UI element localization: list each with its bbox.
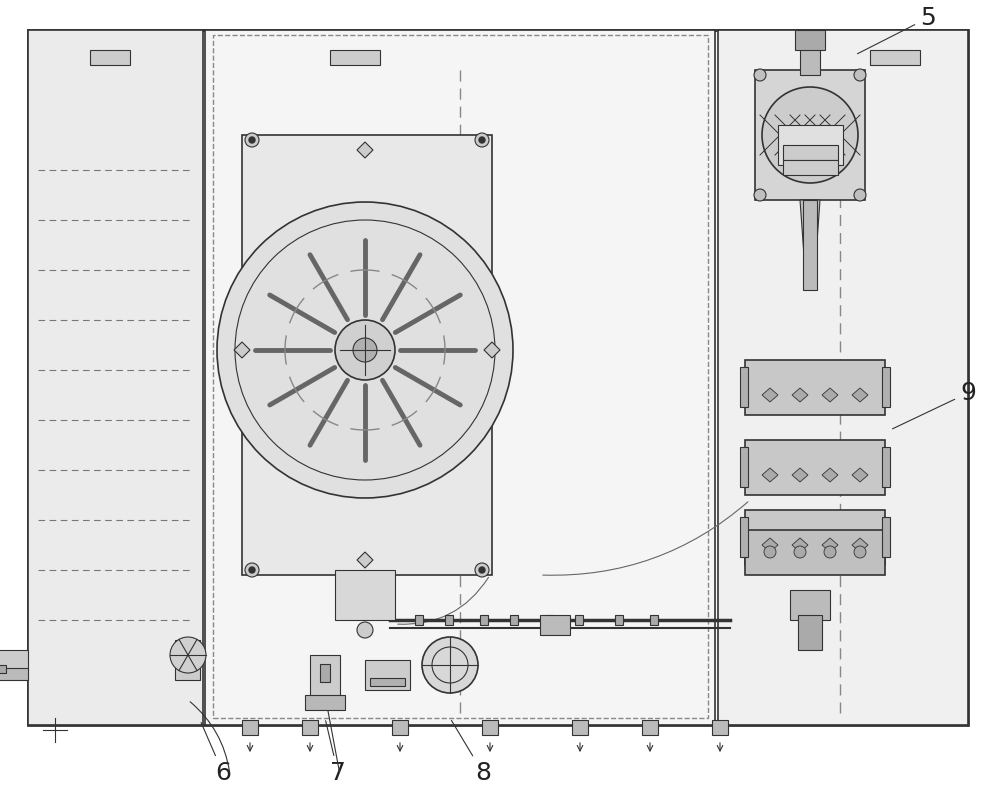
Polygon shape xyxy=(762,388,778,402)
Circle shape xyxy=(475,133,489,147)
Bar xyxy=(310,655,340,700)
Bar xyxy=(745,360,885,415)
Bar xyxy=(755,70,865,200)
Bar xyxy=(650,615,658,625)
Text: 8: 8 xyxy=(451,720,491,785)
Bar xyxy=(335,570,395,620)
Circle shape xyxy=(754,189,766,201)
Bar xyxy=(745,510,885,565)
Bar xyxy=(740,517,748,557)
Text: 6: 6 xyxy=(201,723,231,785)
Circle shape xyxy=(170,637,206,673)
Circle shape xyxy=(824,546,836,558)
Polygon shape xyxy=(762,538,778,552)
Bar xyxy=(330,50,380,65)
Polygon shape xyxy=(822,468,838,482)
Bar xyxy=(615,615,623,625)
Circle shape xyxy=(245,563,259,577)
Bar xyxy=(740,367,748,407)
Polygon shape xyxy=(484,342,500,358)
Bar xyxy=(415,615,423,625)
Bar xyxy=(302,720,318,735)
Circle shape xyxy=(479,137,485,143)
Bar xyxy=(800,35,820,75)
Bar xyxy=(783,145,838,160)
Bar xyxy=(712,720,728,735)
Circle shape xyxy=(475,563,489,577)
Polygon shape xyxy=(822,538,838,552)
Bar xyxy=(0,650,28,670)
Bar xyxy=(213,35,708,718)
Bar xyxy=(242,720,258,735)
Polygon shape xyxy=(234,342,250,358)
Circle shape xyxy=(794,546,806,558)
Circle shape xyxy=(422,637,478,693)
Circle shape xyxy=(762,87,858,183)
Bar xyxy=(370,678,405,686)
Bar xyxy=(242,135,492,575)
Circle shape xyxy=(335,320,395,380)
Bar xyxy=(870,50,920,65)
Text: 5: 5 xyxy=(857,6,936,54)
Bar xyxy=(882,447,890,487)
Bar xyxy=(540,615,570,635)
Bar xyxy=(0,668,28,680)
Circle shape xyxy=(245,133,259,147)
Bar xyxy=(783,160,838,175)
Bar xyxy=(28,30,203,725)
Bar xyxy=(365,660,410,690)
Bar xyxy=(205,30,715,725)
Circle shape xyxy=(764,546,776,558)
Polygon shape xyxy=(792,538,808,552)
Text: 7: 7 xyxy=(326,720,346,785)
Polygon shape xyxy=(852,538,868,552)
Bar xyxy=(510,615,518,625)
Bar xyxy=(718,30,968,725)
Bar xyxy=(90,50,130,65)
Bar xyxy=(803,200,817,290)
Circle shape xyxy=(479,567,485,573)
Bar xyxy=(882,517,890,557)
Bar xyxy=(175,640,200,680)
Bar xyxy=(740,447,748,487)
Circle shape xyxy=(854,189,866,201)
Circle shape xyxy=(353,338,377,362)
Bar xyxy=(392,720,408,735)
Bar xyxy=(28,30,968,725)
Bar xyxy=(642,720,658,735)
Polygon shape xyxy=(792,388,808,402)
Bar xyxy=(745,530,885,575)
Bar xyxy=(575,615,583,625)
Bar xyxy=(545,615,553,625)
Bar xyxy=(795,30,825,50)
Text: 9: 9 xyxy=(893,381,976,429)
Bar xyxy=(745,440,885,495)
Circle shape xyxy=(217,202,513,498)
Circle shape xyxy=(357,622,373,638)
Bar xyxy=(882,367,890,407)
Bar xyxy=(305,695,345,710)
Polygon shape xyxy=(792,468,808,482)
Circle shape xyxy=(754,69,766,81)
Bar xyxy=(0,665,6,673)
Polygon shape xyxy=(852,468,868,482)
Circle shape xyxy=(854,546,866,558)
Polygon shape xyxy=(357,552,373,568)
Bar xyxy=(320,664,330,682)
Polygon shape xyxy=(762,468,778,482)
Bar xyxy=(778,125,843,165)
Bar xyxy=(480,615,488,625)
Bar xyxy=(482,720,498,735)
Circle shape xyxy=(249,567,255,573)
Bar xyxy=(790,590,830,620)
Polygon shape xyxy=(852,388,868,402)
Bar xyxy=(798,615,822,650)
Polygon shape xyxy=(800,200,820,270)
Circle shape xyxy=(854,69,866,81)
Bar xyxy=(445,615,453,625)
Polygon shape xyxy=(357,142,373,158)
Bar xyxy=(572,720,588,735)
Circle shape xyxy=(249,137,255,143)
Polygon shape xyxy=(822,388,838,402)
